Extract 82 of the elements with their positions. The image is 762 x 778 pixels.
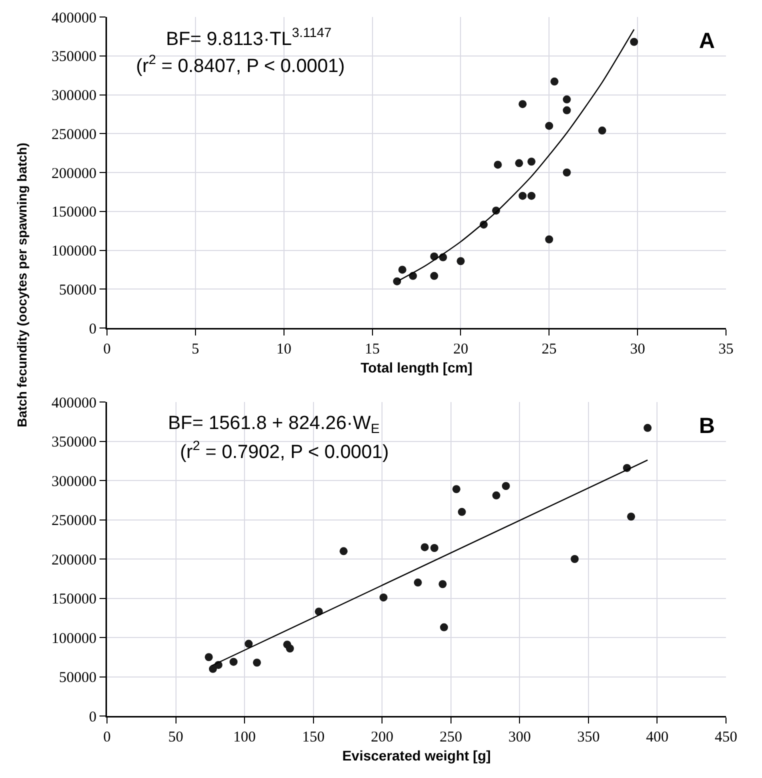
point bbox=[440, 623, 448, 632]
y-tick-label: 350000 bbox=[52, 434, 96, 450]
point bbox=[398, 266, 406, 274]
point bbox=[438, 580, 447, 588]
x-tick-label: 250 bbox=[440, 730, 462, 746]
x-tick-label: 50 bbox=[168, 730, 184, 746]
annotation: B bbox=[699, 413, 715, 438]
y-tick-label: 100000 bbox=[52, 630, 96, 647]
point bbox=[550, 78, 558, 86]
y-tick-label: 250000 bbox=[52, 126, 96, 143]
x-axis-title: Eviscerated weight [g] bbox=[342, 748, 491, 764]
point bbox=[414, 578, 422, 587]
x-tick-label: 0 bbox=[103, 342, 111, 358]
point bbox=[458, 508, 466, 516]
x-tick-label: 300 bbox=[508, 730, 531, 746]
y-tick-label: 150000 bbox=[52, 204, 96, 221]
x-tick-label: 100 bbox=[233, 730, 256, 746]
point bbox=[502, 482, 510, 490]
point bbox=[627, 512, 636, 521]
point bbox=[515, 159, 524, 168]
x-axis-title: Total length [cm] bbox=[360, 360, 472, 376]
x-tick-label: 200 bbox=[370, 730, 394, 746]
point bbox=[492, 491, 500, 500]
y-axis-title: Batch fecundity (oocytes per spawning batch) bbox=[14, 142, 30, 428]
annotation: BF= 9.8113·TL$^{3.1147}$ bbox=[166, 25, 332, 50]
x-tick-label: 30 bbox=[630, 342, 646, 358]
point bbox=[644, 424, 652, 432]
point bbox=[452, 485, 460, 494]
x-tick-label: 450 bbox=[714, 730, 738, 746]
x-tick-label: 0 bbox=[103, 730, 111, 746]
point bbox=[430, 544, 438, 552]
point bbox=[244, 640, 253, 648]
point bbox=[545, 122, 554, 130]
point bbox=[562, 106, 571, 114]
point bbox=[393, 277, 402, 286]
point bbox=[204, 653, 213, 662]
point bbox=[379, 593, 388, 602]
x-tick-label: 10 bbox=[276, 342, 292, 358]
point bbox=[420, 543, 429, 552]
y-tick-label: 0 bbox=[89, 321, 96, 338]
point bbox=[456, 257, 465, 266]
point bbox=[340, 547, 348, 556]
y-tick-label: 0 bbox=[89, 709, 96, 726]
x-tick-label: 350 bbox=[577, 730, 600, 746]
point bbox=[518, 192, 527, 200]
y-tick-label: 350000 bbox=[52, 49, 96, 66]
y-tick-label: 400000 bbox=[52, 395, 96, 412]
x-tick-label: 5 bbox=[192, 342, 200, 358]
point bbox=[570, 555, 579, 563]
point bbox=[430, 272, 438, 280]
y-tick-label: 150000 bbox=[52, 592, 96, 608]
y-tick-label: 100000 bbox=[52, 244, 96, 260]
x-tick-label: 25 bbox=[542, 342, 557, 358]
y-tick-label: 250000 bbox=[52, 513, 96, 529]
annotation: (r$^{2}$ = 0.8407, P < 0.0001) bbox=[136, 52, 345, 77]
y-tick-label: 300000 bbox=[52, 88, 96, 104]
y-tick-label: 200000 bbox=[52, 552, 96, 568]
y-tick-label: 200000 bbox=[52, 166, 96, 182]
y-tick-label: 400000 bbox=[52, 10, 96, 26]
annotation: BF= 1561.8 + 824.26·W$_{E}$ bbox=[168, 413, 380, 436]
point bbox=[286, 644, 294, 652]
x-tick-label: 15 bbox=[364, 342, 380, 358]
point bbox=[230, 658, 238, 666]
point bbox=[598, 126, 606, 135]
point bbox=[527, 192, 536, 200]
point bbox=[630, 38, 638, 46]
annotation: (r$^{2}$ = 0.7902, P < 0.0001) bbox=[180, 438, 389, 463]
point bbox=[518, 100, 527, 108]
annotation: A bbox=[699, 28, 715, 53]
point bbox=[545, 235, 554, 244]
x-tick-label: 400 bbox=[646, 730, 668, 746]
y-tick-label: 50000 bbox=[59, 670, 96, 686]
x-tick-label: 35 bbox=[718, 342, 734, 358]
x-tick-label: 20 bbox=[453, 342, 468, 358]
y-tick-label: 300000 bbox=[52, 474, 96, 490]
y-tick-label: 50000 bbox=[59, 282, 96, 298]
point bbox=[562, 168, 571, 176]
point bbox=[527, 158, 536, 166]
x-tick-label: 150 bbox=[302, 730, 325, 746]
point bbox=[562, 95, 571, 104]
point bbox=[494, 160, 502, 169]
point bbox=[252, 658, 261, 667]
